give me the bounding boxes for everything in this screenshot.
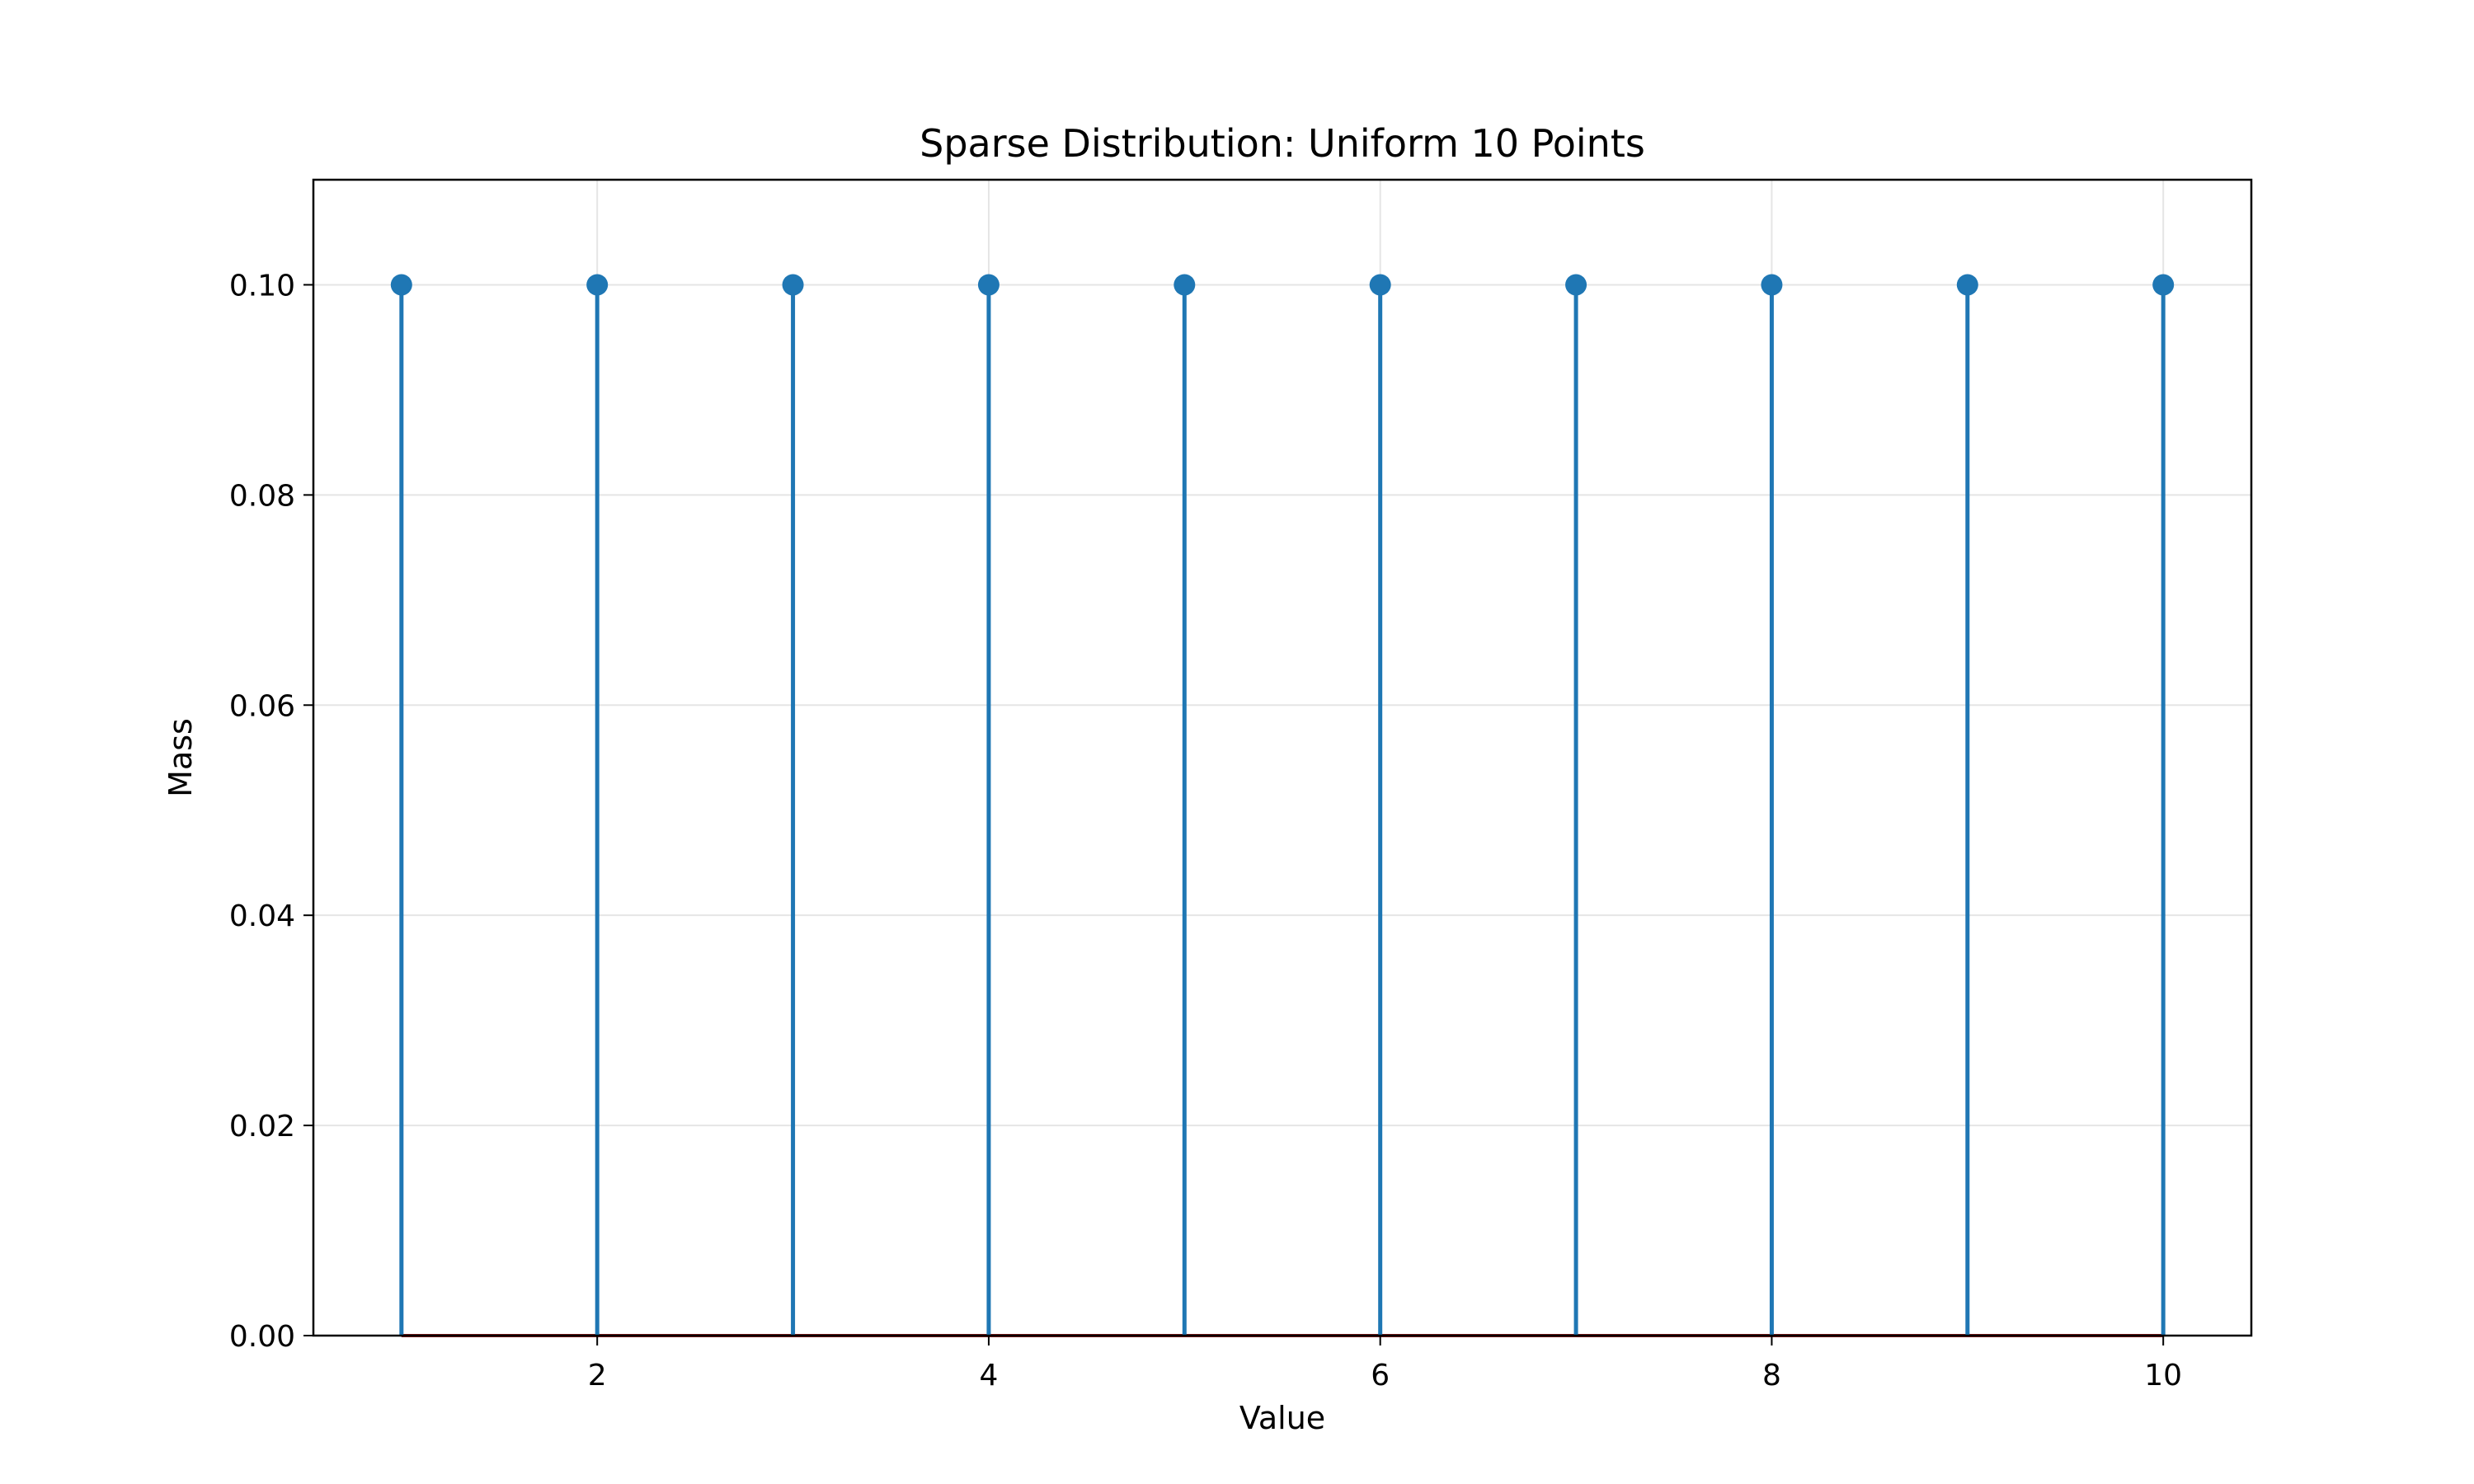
- stem-marker: [1565, 274, 1587, 296]
- x-tick-label: 10: [2144, 1359, 2182, 1392]
- y-tick-label: 0.02: [229, 1110, 295, 1144]
- stem-marker: [1174, 274, 1196, 296]
- x-tick-label: 2: [588, 1359, 607, 1392]
- chart-title: Sparse Distribution: Uniform 10 Points: [920, 121, 1645, 166]
- stem-marker: [782, 274, 804, 296]
- stem-marker: [586, 274, 609, 296]
- x-tick-label: 4: [979, 1359, 998, 1392]
- x-tick-label: 6: [1371, 1359, 1390, 1392]
- y-tick-label: 0.10: [229, 269, 295, 303]
- y-tick-label: 0.00: [229, 1320, 295, 1354]
- markers: [390, 274, 2175, 296]
- plot-area-frame: [312, 178, 2253, 1337]
- stem-marker: [1956, 274, 1978, 296]
- y-tick-label: 0.04: [229, 899, 295, 933]
- stem-marker: [1761, 274, 1783, 296]
- ticks: 0.00 0.02 0.04 0.06 0.08 0.10 2 4 6 8 10: [229, 269, 2182, 1392]
- stem-marker: [1369, 274, 1391, 296]
- y-tick-label: 0.06: [229, 689, 295, 723]
- x-axis-label: Value: [1239, 1400, 1325, 1436]
- stems: [399, 284, 2166, 1336]
- stem-marker: [2152, 274, 2175, 296]
- y-axis-label: Mass: [162, 718, 199, 797]
- stem-marker: [390, 274, 412, 296]
- y-tick-label: 0.08: [229, 479, 295, 513]
- x-tick-label: 8: [1762, 1359, 1781, 1392]
- stem-marker: [977, 274, 999, 296]
